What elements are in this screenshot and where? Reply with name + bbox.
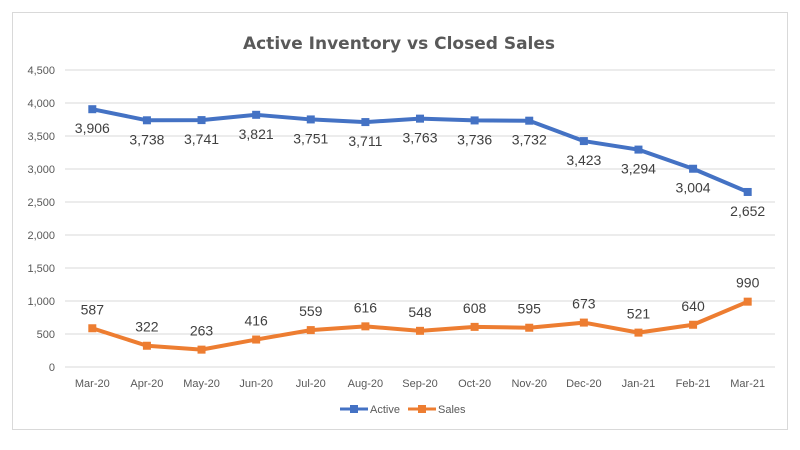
x-tick-label: Jan-21: [622, 378, 656, 390]
data-point-sales: [252, 335, 261, 344]
data-label-active: 3,906: [75, 120, 110, 136]
data-label-active: 3,732: [512, 132, 547, 148]
data-label-active: 3,763: [402, 130, 437, 146]
data-point-active: [525, 116, 534, 125]
data-point-active: [416, 114, 424, 123]
x-tick-label: Nov-20: [511, 378, 546, 390]
y-axis-ticks: 0 500 1,000 1,500 2,000 2,500 3,000 3,500 4,000 4…: [27, 65, 55, 374]
x-tick-label: Jun-20: [239, 378, 273, 390]
y-tick-label: 3,500: [27, 131, 55, 143]
y-tick-label: 2,000: [27, 230, 55, 242]
data-label-active: 3,736: [457, 131, 492, 147]
x-tick-label: Dec-20: [566, 378, 601, 390]
x-tick-label: Mar-20: [75, 378, 110, 390]
data-point-sales: [197, 345, 206, 354]
data-label-sales: 322: [135, 319, 159, 335]
data-point-active: [689, 164, 698, 173]
line-chart: Active Inventory vs Closed Sales 0 500 1,0…: [27, 34, 775, 416]
x-tick-label: Oct-20: [458, 378, 491, 390]
data-label-sales: 640: [681, 298, 705, 314]
data-point-active: [252, 110, 261, 119]
data-label-active: 3,004: [676, 180, 711, 196]
y-tick-label: 2,500: [27, 197, 55, 209]
data-point-active: [634, 145, 643, 154]
legend: Active Sales: [340, 404, 466, 416]
data-point-active: [579, 137, 588, 146]
x-tick-label: Feb-21: [676, 378, 711, 390]
data-point-active: [306, 115, 315, 124]
data-labels: 3,906 3,738 3,741 3,821 3,751 3,711 3,763 3,736…: [75, 120, 766, 338]
data-label-sales: 673: [572, 296, 596, 312]
data-point-sales: [361, 322, 370, 331]
data-label-active: 3,294: [621, 161, 656, 177]
data-label-sales: 587: [81, 301, 105, 317]
x-tick-label: Sep-20: [402, 378, 437, 390]
data-point-sales: [416, 326, 424, 335]
data-point-sales: [689, 320, 698, 329]
data-label-active: 3,711: [348, 133, 382, 149]
legend-label-active: Active: [370, 404, 400, 416]
data-label-sales: 521: [627, 306, 651, 322]
x-tick-label: Aug-20: [348, 378, 383, 390]
data-point-sales: [306, 326, 315, 335]
data-label-active: 3,423: [566, 152, 601, 168]
chart-frame: Active Inventory vs Closed Sales 0 500 1,0…: [12, 12, 788, 430]
data-point-active: [88, 105, 97, 114]
legend-marker-sales: [418, 405, 426, 413]
x-axis-ticks: Mar-20 Apr-20 May-20 Jun-20 Jul-20 Aug-20 Sep-…: [75, 378, 765, 390]
legend-marker-active: [350, 405, 358, 413]
data-label-sales: 263: [190, 323, 214, 339]
gridlines: [65, 69, 775, 368]
y-tick-label: 500: [37, 329, 55, 341]
data-point-sales: [579, 318, 588, 327]
data-point-sales: [470, 322, 479, 331]
data-label-active: 3,821: [239, 126, 274, 142]
y-tick-label: 3,000: [27, 164, 55, 176]
data-point-sales: [142, 341, 151, 350]
y-tick-label: 1,000: [27, 296, 55, 308]
data-point-sales: [88, 324, 97, 333]
data-label-active: 2,652: [730, 203, 765, 219]
data-label-sales: 616: [354, 299, 378, 315]
data-point-active: [361, 118, 370, 127]
data-point-sales: [525, 323, 534, 332]
x-tick-label: Apr-20: [130, 378, 163, 390]
series-layer: [88, 105, 752, 354]
x-tick-label: May-20: [183, 378, 220, 390]
data-point-active: [743, 187, 752, 196]
data-label-sales: 416: [244, 313, 268, 329]
y-tick-label: 4,500: [27, 65, 55, 77]
data-point-active: [470, 116, 479, 125]
data-label-sales: 559: [299, 303, 323, 319]
data-point-active: [197, 116, 206, 125]
legend-label-sales: Sales: [438, 404, 466, 416]
data-label-active: 3,751: [293, 130, 328, 146]
y-tick-label: 0: [49, 362, 55, 374]
data-label-active: 3,738: [129, 131, 164, 147]
data-label-sales: 548: [408, 304, 432, 320]
x-tick-label: Jul-20: [296, 378, 326, 390]
data-point-sales: [743, 297, 752, 306]
data-label-active: 3,741: [184, 131, 219, 147]
data-label-sales: 595: [518, 301, 542, 317]
data-point-sales: [634, 328, 643, 337]
data-point-active: [142, 116, 151, 125]
y-tick-label: 1,500: [27, 263, 55, 275]
chart-title: Active Inventory vs Closed Sales: [243, 34, 555, 54]
y-tick-label: 4,000: [27, 98, 55, 110]
data-label-sales: 608: [463, 300, 487, 316]
x-tick-label: Mar-21: [730, 378, 765, 390]
data-label-sales: 990: [736, 275, 760, 291]
